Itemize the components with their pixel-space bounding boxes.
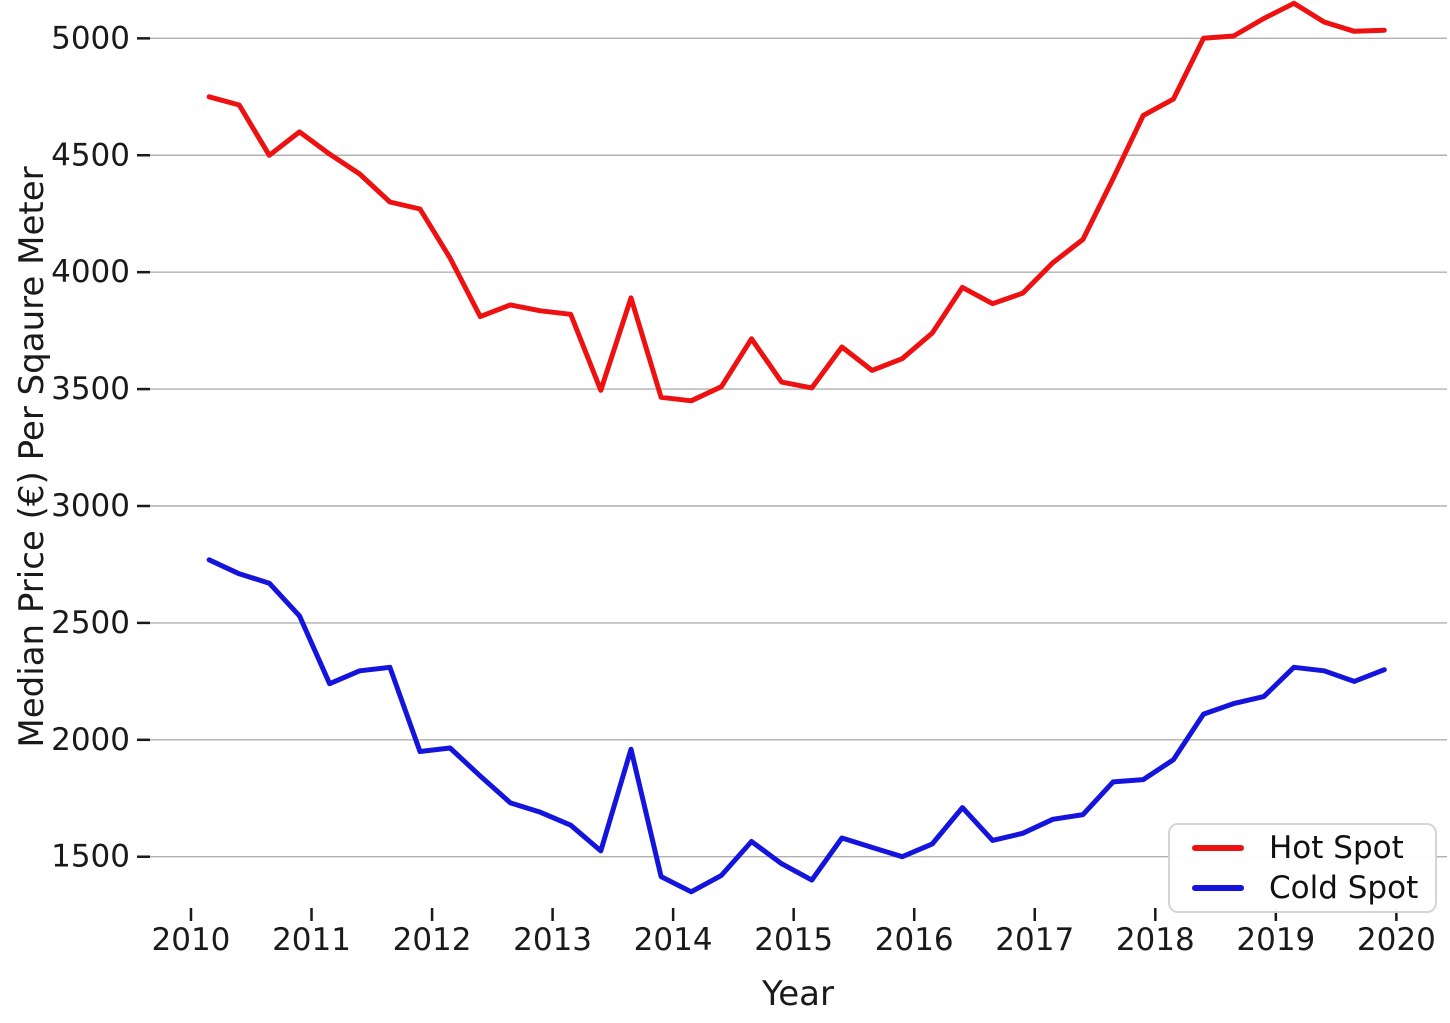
hot-spot-line-swatch <box>1192 844 1244 851</box>
x-tick-label: 2018 <box>1116 922 1195 958</box>
legend-item-hot-spot: Hot Spot <box>1192 830 1435 866</box>
legend-label-cold-spot: Cold Spot <box>1269 870 1419 907</box>
legend: Hot Spot Cold Spot <box>1168 823 1437 913</box>
y-axis-title: Median Price (€) Per Sqaure Meter <box>12 166 52 748</box>
y-tick-label: 5000 <box>51 20 130 56</box>
x-tick-label: 2012 <box>393 922 472 958</box>
legend-label-hot-spot: Hot Spot <box>1269 829 1404 866</box>
y-tick-label: 2500 <box>51 605 130 641</box>
y-tick-label: 4000 <box>51 254 130 290</box>
x-tick-label: 2015 <box>754 922 833 958</box>
legend-item-cold-spot: Cold Spot <box>1192 870 1435 906</box>
x-tick-label: 2020 <box>1357 922 1436 958</box>
y-tick-label: 2000 <box>51 722 130 758</box>
x-tick-label: 2013 <box>513 922 592 958</box>
x-tick-label: 2016 <box>875 922 954 958</box>
y-tick-label: 1500 <box>51 839 130 875</box>
x-tick-label: 2011 <box>272 922 351 958</box>
y-tick-label: 3500 <box>51 371 130 407</box>
x-tick-label: 2017 <box>995 922 1074 958</box>
x-tick-label: 2019 <box>1236 922 1315 958</box>
cold-spot-line <box>206 557 1387 895</box>
y-tick-label: 3000 <box>51 488 130 524</box>
y-tick-label: 4500 <box>51 137 130 173</box>
cold-spot-line-swatch <box>1192 885 1244 892</box>
x-axis-title: Year <box>762 974 834 1014</box>
x-tick-label: 2014 <box>634 922 713 958</box>
hot-spot-line <box>206 0 1387 404</box>
x-tick-label: 2010 <box>152 922 231 958</box>
